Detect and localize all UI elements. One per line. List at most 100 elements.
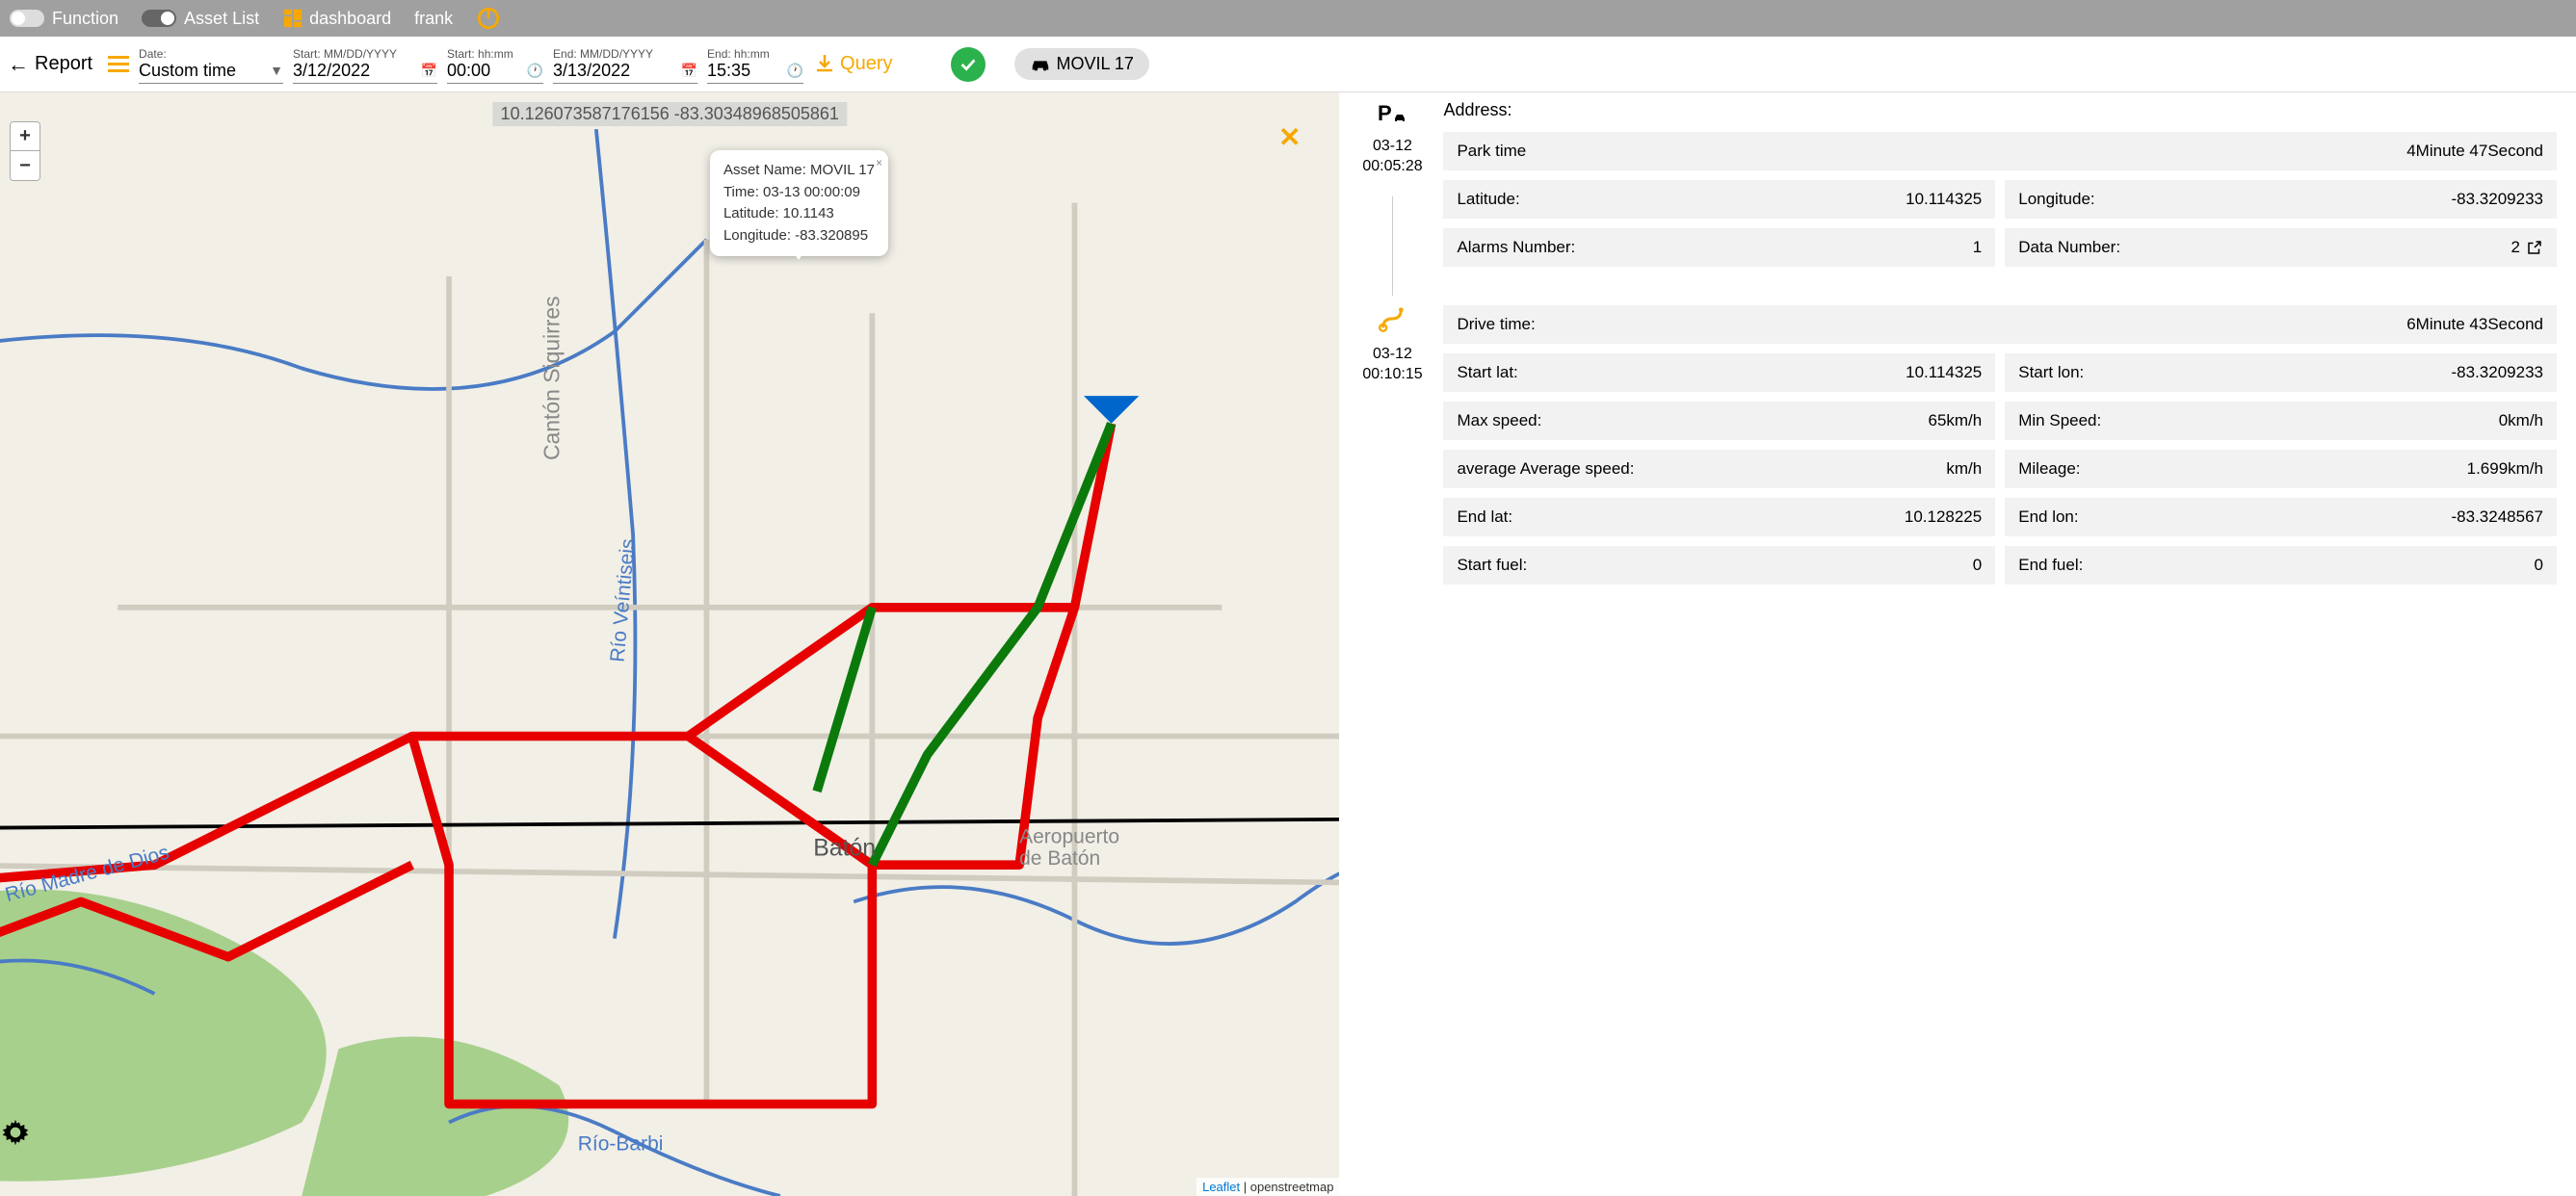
download-icon — [813, 53, 836, 76]
leaflet-link[interactable]: Leaflet — [1202, 1180, 1240, 1194]
menu-icon[interactable] — [108, 56, 129, 72]
svg-text:Cantón Siquirres: Cantón Siquirres — [539, 296, 565, 460]
info-val: 0 — [1973, 556, 1982, 575]
info-key: End fuel: — [2018, 556, 2083, 575]
parking-icon: P — [1358, 100, 1426, 131]
info-key: Data Number: — [2018, 238, 2120, 257]
confirm-button[interactable] — [951, 47, 986, 82]
info-key: Park time — [1457, 142, 1526, 161]
timeline-content: Drive time:6Minute 43SecondStart lat:10.… — [1443, 305, 2557, 585]
end-date-value: 3/13/2022 — [553, 61, 630, 81]
info-key: average Average speed: — [1457, 459, 1634, 479]
info-key: Mileage: — [2018, 459, 2080, 479]
info-key: Max speed: — [1457, 411, 1541, 430]
address-label: Address: — [1443, 100, 2557, 120]
end-date-label: End: MM/DD/YYYY — [553, 47, 697, 61]
close-icon[interactable]: ✕ — [1278, 121, 1301, 153]
attribution-text: | openstreetmap — [1240, 1180, 1333, 1194]
start-time-label: Start: hh:mm — [447, 47, 543, 61]
start-date-field[interactable]: Start: MM/DD/YYYY 3/12/2022 📅 — [293, 45, 437, 84]
info-cell: Start lat:10.114325 — [1443, 353, 1995, 392]
end-date-field[interactable]: End: MM/DD/YYYY 3/13/2022 📅 — [553, 45, 697, 84]
info-val: 2 — [2511, 238, 2543, 257]
info-val: 10.128225 — [1905, 507, 1982, 527]
info-cell: End lat: 10.128225 — [1443, 498, 1995, 536]
info-val: km/h — [1946, 459, 1982, 479]
popup-close-icon[interactable]: × — [876, 154, 882, 171]
assetlist-toggle[interactable] — [142, 10, 176, 27]
back-button[interactable]: ← Report — [8, 52, 92, 77]
end-time-value: 15:35 — [707, 61, 750, 81]
info-key: End lon: — [2018, 507, 2078, 527]
zoom-controls: + − — [10, 121, 40, 181]
info-val: 0 — [2535, 556, 2543, 575]
timeline-drive: 03-12 00:10:15 Drive time:6Minute 43Seco… — [1358, 305, 2557, 585]
function-toggle[interactable] — [10, 10, 44, 27]
info-key: Start lat: — [1457, 363, 1517, 382]
zoom-out-button[interactable]: − — [11, 151, 39, 180]
start-time-field[interactable]: Start: hh:mm 00:00 🕐 — [447, 45, 543, 84]
info-val: -83.3209233 — [2452, 190, 2543, 209]
info-val: -83.3248567 — [2452, 507, 2543, 527]
map-attribution: Leaflet | openstreetmap — [1196, 1178, 1339, 1196]
info-key: Start fuel: — [1457, 556, 1527, 575]
power-icon[interactable] — [476, 6, 501, 31]
start-date-label: Start: MM/DD/YYYY — [293, 47, 437, 61]
function-toggle-group: Function — [10, 9, 118, 29]
info-key: Alarms Number: — [1457, 238, 1575, 257]
drive-date: 03-12 — [1358, 345, 1426, 365]
info-cell: Latitude: 10.114325 — [1443, 180, 1995, 219]
info-cell: average Average speed: km/h — [1443, 450, 1995, 488]
car-icon — [1030, 57, 1051, 72]
info-key: End lat: — [1457, 507, 1512, 527]
drive-grid: Drive time:6Minute 43SecondStart lat:10.… — [1443, 305, 2557, 585]
timeline-content: Address: Park time4Minute 47Second Latitu… — [1443, 100, 2557, 267]
date-field[interactable]: Date: Custom time ▼ — [139, 45, 283, 84]
map-pane[interactable]: Batón Cantón Siquirres Río Veíntiseis Ae… — [0, 92, 1339, 1196]
info-val: -83.3209233 — [2452, 363, 2543, 382]
detail-pane: P 03-12 00:05:28 Address: Park time4Minu… — [1339, 92, 2576, 1196]
info-cell: Mileage: 1.699km/h — [2005, 450, 2557, 488]
park-time: 00:05:28 — [1358, 157, 1426, 177]
calendar-icon: 📅 — [681, 63, 697, 79]
clock-icon: 🕐 — [527, 63, 543, 79]
park-date: 03-12 — [1358, 137, 1426, 157]
zoom-in-button[interactable]: + — [11, 122, 39, 151]
map-popup: × Asset Name: MOVIL 17 Time: 03-13 00:00… — [710, 150, 888, 256]
main-area: Batón Cantón Siquirres Río Veíntiseis Ae… — [0, 92, 2576, 1196]
arrow-back-icon: ← — [8, 52, 29, 77]
info-cell: Min Speed:0km/h — [2005, 402, 2557, 440]
gear-icon[interactable] — [0, 1117, 31, 1148]
assetlist-label: Asset List — [184, 9, 259, 29]
info-cell: End fuel: 0 — [2005, 546, 2557, 585]
info-cell: Max speed:65km/h — [1443, 402, 1995, 440]
info-key: Drive time: — [1457, 315, 1535, 334]
chevron-down-icon: ▼ — [270, 63, 283, 78]
drive-time: 00:10:15 — [1358, 365, 1426, 385]
asset-chip[interactable]: MOVIL 17 — [1014, 48, 1149, 80]
start-time-value: 00:00 — [447, 61, 490, 81]
end-time-field[interactable]: End: hh:mm 15:35 🕐 — [707, 45, 803, 84]
info-key: Latitude: — [1457, 190, 1519, 209]
info-val: 1.699km/h — [2467, 459, 2543, 479]
info-key: Min Speed: — [2018, 411, 2101, 430]
info-cell: End lon: -83.3248567 — [2005, 498, 2557, 536]
external-link-icon[interactable] — [2526, 239, 2543, 256]
username: frank — [414, 9, 453, 29]
timeline-meta: P 03-12 00:05:28 — [1358, 100, 1426, 267]
date-value: Custom time — [139, 61, 236, 81]
info-cell: Park time4Minute 47Second — [1443, 132, 2557, 170]
info-cell: Start fuel: 0 — [1443, 546, 1995, 585]
info-val: 10.114325 — [1906, 190, 1982, 209]
end-time-label: End: hh:mm — [707, 47, 803, 61]
info-cell: Drive time:6Minute 43Second — [1443, 305, 2557, 344]
top-bar: Function Asset List dashboard frank — [0, 0, 2576, 37]
info-cell: Alarms Number:1 — [1443, 228, 1995, 267]
query-button[interactable]: Query — [813, 53, 892, 76]
assetlist-toggle-group: Asset List — [142, 9, 259, 29]
start-date-value: 3/12/2022 — [293, 61, 370, 81]
timeline-park: P 03-12 00:05:28 Address: Park time4Minu… — [1358, 100, 2557, 267]
dashboard-link[interactable]: dashboard — [282, 8, 391, 29]
info-cell: Longitude:-83.3209233 — [2005, 180, 2557, 219]
info-cell: Start lon:-83.3209233 — [2005, 353, 2557, 392]
